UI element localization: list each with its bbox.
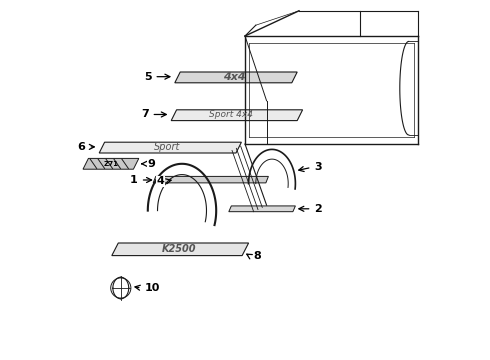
Text: K2500: K2500 [162, 244, 196, 254]
Text: 8: 8 [253, 251, 261, 261]
Polygon shape [83, 158, 139, 169]
Text: 7: 7 [141, 109, 148, 120]
Text: 1: 1 [130, 175, 138, 185]
Polygon shape [175, 72, 297, 83]
Text: 4x4: 4x4 [223, 72, 245, 82]
Polygon shape [99, 142, 242, 153]
Polygon shape [153, 176, 269, 183]
Polygon shape [171, 110, 303, 121]
Text: 6: 6 [77, 142, 86, 152]
Polygon shape [112, 243, 248, 256]
Text: Sport 4x4: Sport 4x4 [209, 110, 253, 119]
Text: 9: 9 [148, 159, 156, 169]
Text: 4: 4 [156, 176, 164, 186]
Text: 3: 3 [315, 162, 322, 172]
Text: Z71: Z71 [103, 161, 119, 167]
Text: 10: 10 [145, 283, 160, 293]
Polygon shape [229, 206, 295, 212]
Text: Sport: Sport [154, 142, 181, 152]
Text: 5: 5 [144, 72, 151, 82]
Text: 2: 2 [315, 204, 322, 214]
